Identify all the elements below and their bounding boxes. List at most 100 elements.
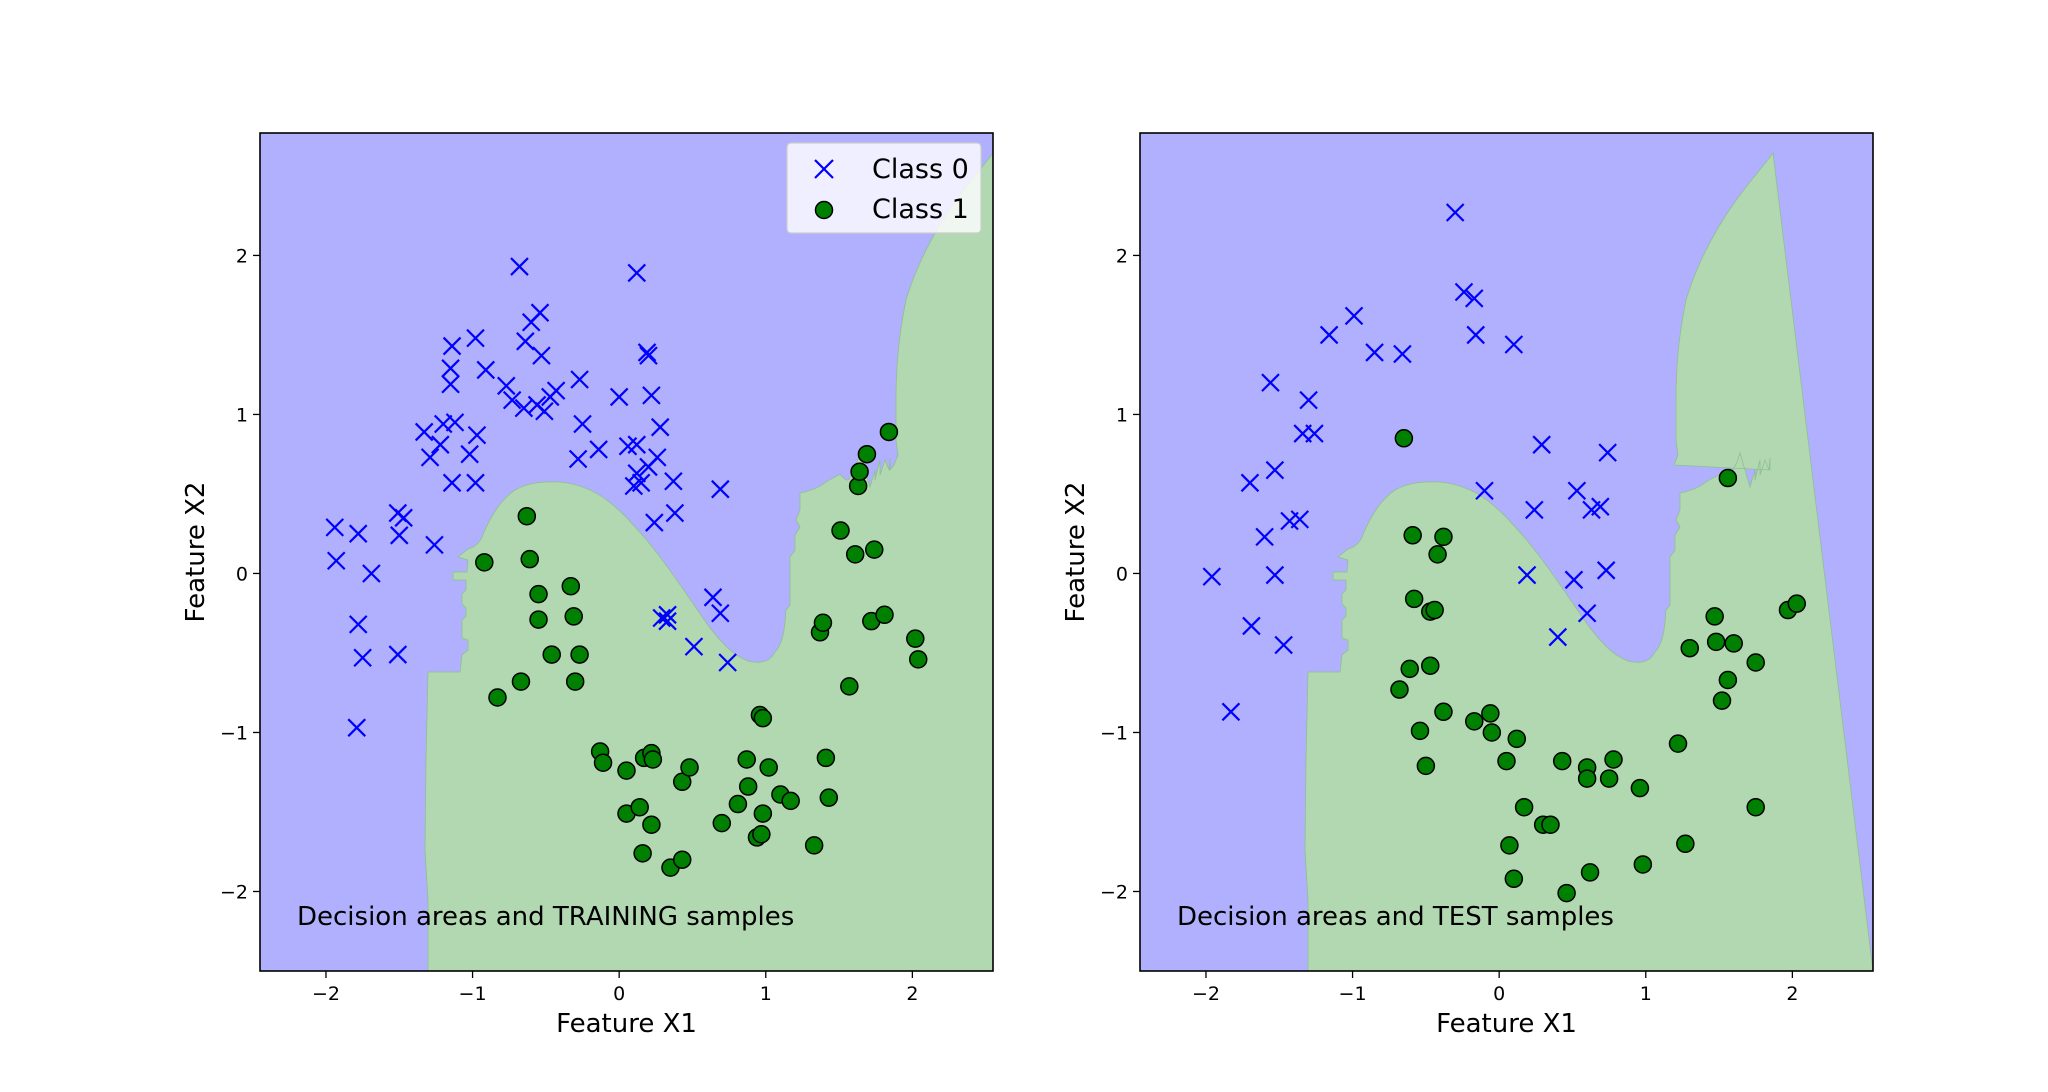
class-0-point (460, 444, 479, 464)
class-1-point (1630, 778, 1650, 798)
class-1-point (845, 545, 865, 564)
class-0-point (568, 449, 588, 469)
class-0-point (1261, 373, 1280, 392)
class-0-point (703, 588, 723, 607)
class-0-point (516, 332, 535, 351)
y-tick-label: −2 (1100, 881, 1128, 903)
class-0-point (1365, 343, 1384, 362)
class-0-point (1319, 325, 1339, 345)
x-axis-label: Feature X1 (556, 1009, 697, 1039)
class-0-point (441, 374, 460, 394)
class-1-point (1394, 429, 1414, 448)
class-0-point (348, 524, 368, 543)
legend-box (786, 142, 982, 234)
class-0-point (326, 551, 346, 571)
class-1-point (813, 613, 833, 633)
class-1-point (617, 761, 636, 780)
class-1-point (816, 748, 836, 768)
class-0-point (445, 413, 465, 432)
class-1-point (680, 758, 699, 777)
class-1-point (1421, 656, 1440, 675)
class-1-point (1718, 670, 1738, 690)
decision-regions (1140, 133, 1873, 971)
class-0-point (1464, 289, 1484, 308)
decision-region-class-1 (424, 152, 993, 971)
class-1-point (1403, 526, 1422, 545)
class-0-point (431, 435, 450, 454)
class-1-point (865, 540, 884, 559)
class-0-point (1240, 473, 1260, 493)
class-0-point (530, 303, 550, 322)
legend: Class 0 Class 1 (786, 142, 982, 234)
class-0-point (1598, 443, 1617, 462)
class-1-point (630, 797, 649, 817)
class-1-point (1410, 721, 1430, 741)
class-1-point (850, 462, 869, 481)
plot-frame (1139, 132, 1874, 972)
class-1-point (517, 506, 537, 526)
class-0-point (645, 513, 664, 532)
class-0-point (658, 605, 677, 625)
class-1-point (738, 777, 758, 796)
class-1-point (1680, 638, 1699, 658)
class-1-point (1676, 834, 1695, 854)
class-1-point (564, 607, 583, 626)
class-0-point (642, 386, 661, 405)
class-0-point (1242, 616, 1261, 636)
y-tick-label: 0 (236, 563, 248, 585)
class-0-point (425, 535, 444, 555)
class-0-point (1445, 203, 1465, 222)
class-0-point (650, 417, 670, 437)
class-0-point (684, 637, 704, 656)
class-0-point (609, 387, 629, 407)
class-1-point (1580, 863, 1600, 882)
x-axis-ticks: −2 −1 0 1 2 (312, 971, 918, 1005)
y-tick-label: 1 (1116, 404, 1128, 426)
class-0-point (1596, 561, 1616, 580)
class-1-point (1504, 869, 1524, 889)
class-0-point (467, 425, 487, 445)
class-1-point (819, 788, 839, 807)
y-axis-label: Feature X2 (181, 482, 211, 623)
legend-label-class-1: Class 1 (872, 194, 969, 225)
class-0-point (1567, 481, 1587, 501)
class-1-point (643, 750, 663, 769)
class-1-point (1428, 545, 1447, 564)
class-0-point (652, 608, 671, 628)
panel-annotation: Decision areas and TEST samples (1177, 902, 1614, 932)
class-1-point (1705, 607, 1724, 626)
class-1-point (1599, 769, 1619, 788)
class-1-point (1552, 751, 1572, 771)
class-1-point (840, 677, 859, 696)
class-1-point (529, 584, 548, 604)
y-axis-ticks: −2 −1 0 1 2 (220, 245, 260, 903)
class-0-point (348, 615, 368, 634)
class-0-point (1564, 570, 1584, 590)
class-1-point (1497, 751, 1516, 771)
class-1-point (542, 645, 561, 664)
class-1-point (1712, 691, 1732, 710)
class-0-point (1532, 435, 1551, 454)
class-0-point (1548, 627, 1568, 647)
class-0-point (394, 508, 413, 528)
class-0-point (570, 370, 589, 389)
class-1-point (1434, 527, 1453, 547)
class-1-point (475, 553, 494, 572)
y-tick-label: 0 (1116, 563, 1128, 585)
class-0-point (664, 471, 683, 491)
class-0-point (1265, 460, 1285, 480)
class-0-point (1577, 603, 1597, 623)
class-0-point (1591, 497, 1610, 516)
class-0-point (1466, 325, 1485, 345)
x-axis-ticks: −2 −1 0 1 2 (1192, 971, 1798, 1005)
class-0-point (1305, 424, 1324, 443)
class-0-point (718, 653, 737, 672)
class-1-point (1718, 468, 1738, 488)
class-0-point (637, 343, 657, 362)
x-tick-label: 2 (1786, 983, 1798, 1005)
plot-frame (259, 132, 994, 972)
x-tick-label: −1 (459, 983, 487, 1005)
class-0-point (441, 359, 460, 378)
class-1-point (1557, 883, 1576, 903)
class-0-point (420, 448, 440, 467)
